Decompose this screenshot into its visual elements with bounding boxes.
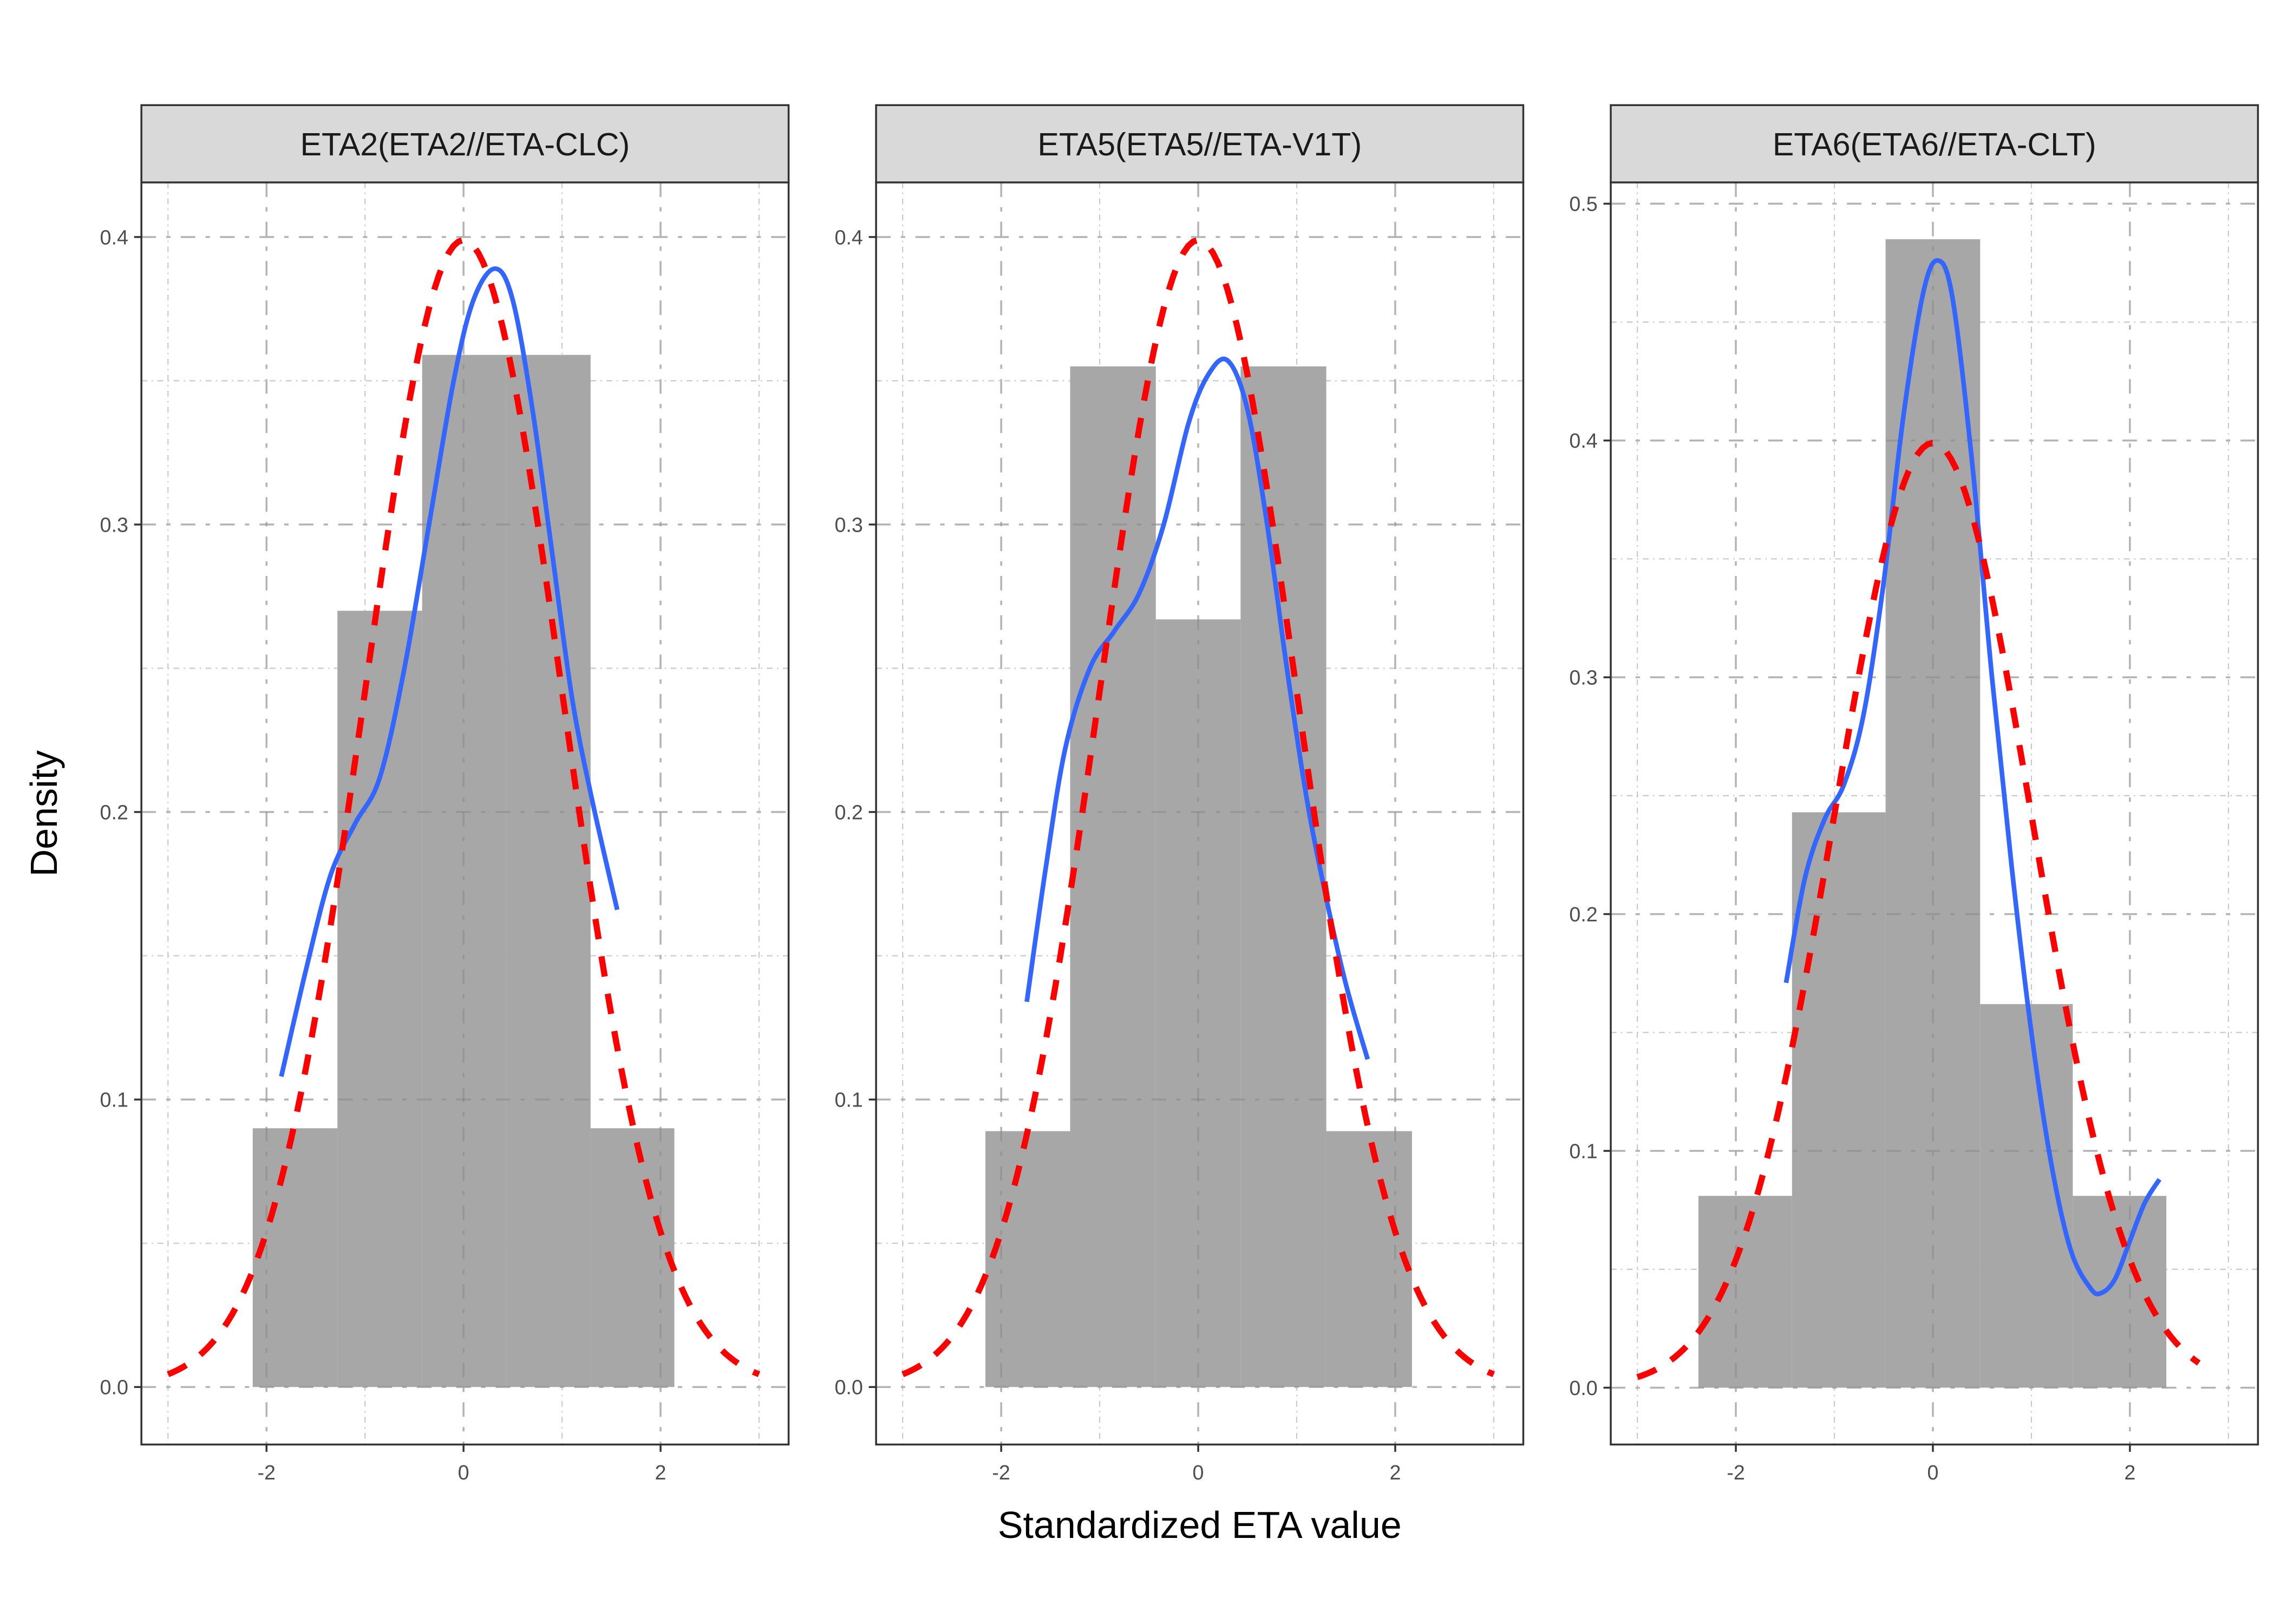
normal-curve xyxy=(167,237,761,1377)
y-axis-title: Density xyxy=(23,750,65,876)
x-tick-label: 2 xyxy=(655,1461,666,1484)
x-tick-label: 2 xyxy=(2124,1461,2135,1484)
panel-plot-area xyxy=(141,182,789,1445)
panel-1: ETA2(ETA2//ETA-CLC) -2 0 2 0.0 0.1 0.2 0.3 0.4 xyxy=(100,104,790,1484)
facet-strip-label: ETA6(ETA6//ETA-CLT) xyxy=(1773,126,2096,162)
y-tick-label: 0.2 xyxy=(1569,903,1597,926)
histogram-bar-2 xyxy=(337,611,422,1387)
panel-2: ETA5(ETA5//ETA-V1T) -2 0 2 0.0 0.1 0.2 0.3 0.4 xyxy=(834,104,1525,1484)
x-tick-label: 0 xyxy=(1193,1461,1204,1484)
facet-strip xyxy=(1610,104,2259,184)
y-tick-label: 0.2 xyxy=(834,801,862,823)
normal-curve xyxy=(901,237,1495,1377)
facet-strip xyxy=(140,104,790,184)
histogram-bar-2 xyxy=(1792,812,1886,1388)
panel-plot-area xyxy=(1611,182,2258,1445)
x-tick-label: -2 xyxy=(1727,1461,1745,1484)
histogram-bar-3 xyxy=(1155,619,1241,1387)
x-tick-label: 2 xyxy=(1389,1461,1401,1484)
x-tick-label: -2 xyxy=(257,1461,276,1484)
y-tick-label: 0.2 xyxy=(100,801,128,823)
panel-3: ETA6(ETA6//ETA-CLT) -2 0 2 0.0 0.1 0.2 0.3 0.4 0.… xyxy=(1569,104,2259,1484)
kde-curve xyxy=(1024,356,1370,1060)
y-tick-label: 0.4 xyxy=(834,226,862,248)
y-tick-label: 0.4 xyxy=(100,226,128,248)
panel-plot-area xyxy=(876,182,1524,1445)
histogram-bar-4 xyxy=(1240,366,1327,1387)
x-axis-title: Standardized ETA value xyxy=(998,1504,1402,1546)
y-tick-label: 0.3 xyxy=(100,513,128,536)
histogram-bar-3 xyxy=(422,355,506,1387)
facet-strip xyxy=(875,104,1525,184)
y-tick-label: 0.0 xyxy=(1569,1377,1597,1399)
kde-curve xyxy=(1783,258,2162,1296)
y-tick-label: 0.0 xyxy=(100,1376,128,1399)
y-tick-label: 0.3 xyxy=(834,513,862,536)
y-tick-label: 0.1 xyxy=(100,1089,128,1111)
x-tick-label: 0 xyxy=(458,1461,469,1484)
y-tick-label: 0.5 xyxy=(1569,193,1597,215)
histogram-bar-5 xyxy=(1326,1131,1412,1387)
y-tick-label: 0.0 xyxy=(834,1376,862,1399)
y-tick-label: 0.1 xyxy=(1569,1140,1597,1163)
normal-curve xyxy=(1636,440,2201,1380)
histogram-bar-2 xyxy=(1070,366,1156,1387)
y-tick-label: 0.1 xyxy=(834,1089,862,1111)
histogram-bar-1 xyxy=(252,1128,338,1387)
x-tick-label: 0 xyxy=(1927,1461,1938,1484)
histogram-bar-1 xyxy=(985,1131,1070,1387)
y-tick-label: 0.4 xyxy=(1569,429,1597,452)
panels: ETA2(ETA2//ETA-CLC)-2 0 20.00.10.20.30.4ET… xyxy=(100,104,2259,1484)
y-tick-label: 0.3 xyxy=(1569,666,1597,689)
facet-strip-label: ETA5(ETA5//ETA-V1T) xyxy=(1037,126,1362,162)
histogram-bar-5 xyxy=(2073,1196,2167,1388)
histogram-bar-5 xyxy=(590,1128,675,1387)
facet-strip-label: ETA2(ETA2//ETA-CLC) xyxy=(300,126,630,162)
x-tick-label: -2 xyxy=(992,1461,1010,1484)
